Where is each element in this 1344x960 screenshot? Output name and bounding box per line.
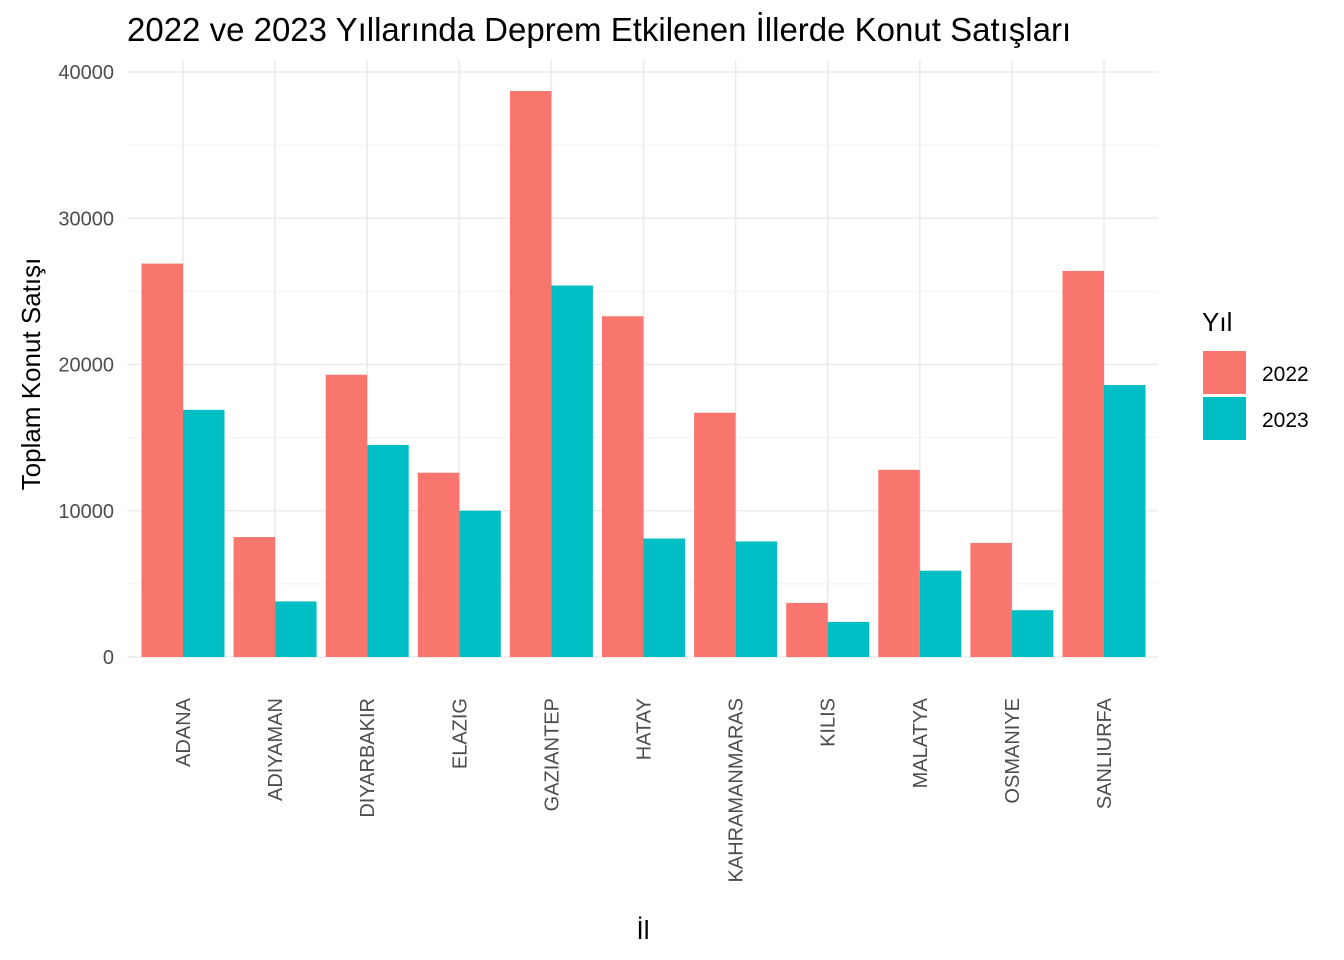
bar-2022-kahramanmaras (694, 412, 736, 657)
y-tick-label: 30000 (58, 208, 114, 230)
bar-2023-malatya (919, 570, 962, 657)
x-axis-title: İl (637, 915, 650, 945)
bar-2023-adiyaman (275, 601, 317, 657)
bar-2023-kahramanmaras (735, 541, 778, 657)
x-tick-label: MALATYA (910, 697, 932, 788)
x-tick-label: OSMANIYE (1002, 698, 1024, 804)
legend-key-2023 (1203, 397, 1246, 440)
bar-2022-diyarbakir (325, 374, 368, 657)
legend-key-2022 (1203, 351, 1246, 394)
bar-2022-malatya (878, 469, 920, 657)
legend: Yıl 2022 2023 (1202, 307, 1309, 440)
y-tick-label: 0 (103, 647, 114, 669)
x-axis-ticks: ADANA ADIYAMAN DIYARBAKIR ELAZIG GAZIANTEP HA… (173, 697, 1116, 882)
x-tick-label: ADANA (173, 697, 195, 767)
x-tick-label: KAHRAMANMARAS (726, 698, 748, 882)
y-axis-title: Toplam Konut Satışı (16, 258, 46, 491)
bar-2023-elazig (459, 510, 501, 657)
x-tick-label: DIYARBAKIR (357, 698, 379, 818)
x-tick-label: GAZIANTEP (541, 698, 563, 811)
y-tick-label: 20000 (58, 355, 114, 377)
x-tick-label: SANLIURFA (1094, 697, 1116, 809)
bar-2022-elazig (417, 472, 460, 657)
bar-2022-sanliurfa (1062, 270, 1104, 657)
y-tick-label: 40000 (58, 62, 114, 84)
bar-2023-gaziantep (551, 285, 593, 657)
legend-label-2022: 2022 (1262, 363, 1309, 386)
bars (141, 91, 1146, 657)
x-tick-label: KILIS (818, 698, 840, 747)
y-axis-ticks: 0 10000 20000 30000 40000 (58, 62, 114, 669)
bar-2022-hatay (602, 316, 644, 657)
x-tick-label: ADIYAMAN (265, 698, 287, 801)
bar-2023-hatay (643, 538, 685, 657)
bar-2022-adiyaman (233, 537, 276, 657)
bar-2022-adana (141, 263, 183, 657)
legend-title: Yıl (1202, 307, 1232, 337)
bar-2023-sanliurfa (1104, 384, 1146, 657)
x-tick-label: ELAZIG (449, 698, 471, 769)
bar-2022-kilis (786, 602, 828, 657)
bar-2022-gaziantep (509, 91, 552, 657)
x-tick-label: HATAY (634, 698, 656, 760)
legend-label-2023: 2023 (1262, 409, 1309, 432)
bar-2023-kilis (827, 621, 870, 657)
y-tick-label: 10000 (58, 501, 114, 523)
bar-2023-adana (183, 409, 225, 657)
bar-2023-diyarbakir (367, 444, 409, 657)
bar-2023-osmaniye (1011, 610, 1054, 657)
bar-2022-osmaniye (970, 542, 1012, 657)
chart-title: 2022 ve 2023 Yıllarında Deprem Etkilenen… (127, 11, 1071, 48)
